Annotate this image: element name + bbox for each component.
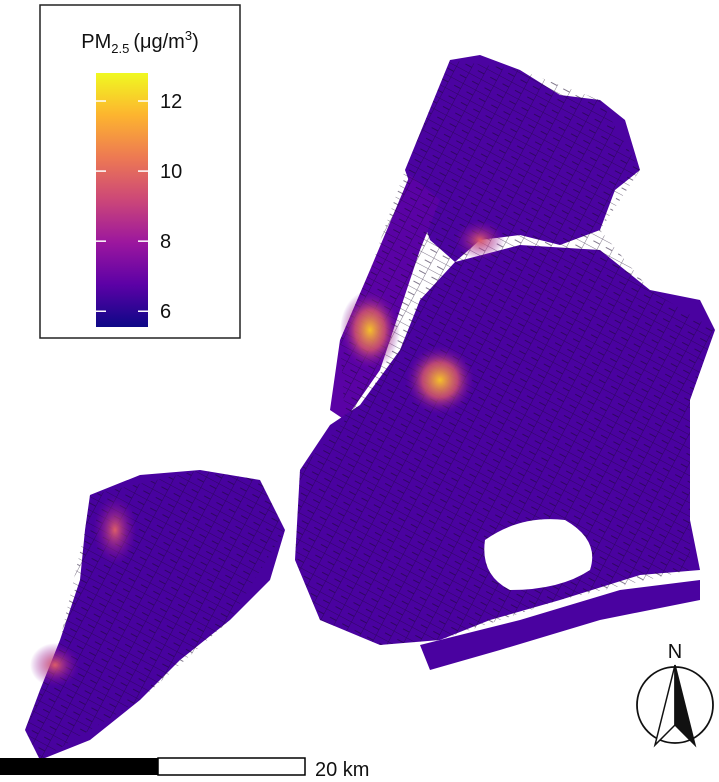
hotspot (340, 290, 400, 370)
boroughs (25, 55, 715, 760)
title-sub: 2.5 (111, 41, 129, 56)
legend: PM2.5 (μg/m3) 6 8 10 12 (39, 4, 241, 339)
title-part: (μg/m (133, 31, 185, 53)
title-sup: 3 (185, 28, 192, 43)
scale-label: 20 km (315, 759, 369, 781)
hotspot (405, 345, 475, 415)
hotspot (30, 643, 80, 687)
north-arrow: N (636, 641, 714, 748)
scale-bar: 20 km (0, 757, 369, 781)
colorbar (96, 73, 148, 327)
hotspot (455, 220, 505, 260)
scale-segment (0, 758, 158, 775)
legend-title: PM2.5 (μg/m3) (81, 28, 199, 56)
rockaway (420, 580, 700, 670)
title-part: PM (81, 31, 111, 53)
north-label: N (668, 641, 682, 663)
arrow-left (653, 664, 676, 748)
jamaica-bay (484, 519, 593, 590)
title-part: ) (192, 31, 199, 53)
scale-segment (157, 757, 306, 776)
hotspot (93, 495, 137, 565)
arrow-right (674, 664, 697, 748)
tick-label: 6 (160, 301, 171, 323)
tick-label: 12 (160, 91, 182, 113)
tick-label: 8 (160, 231, 171, 253)
tick-label: 10 (160, 161, 182, 183)
